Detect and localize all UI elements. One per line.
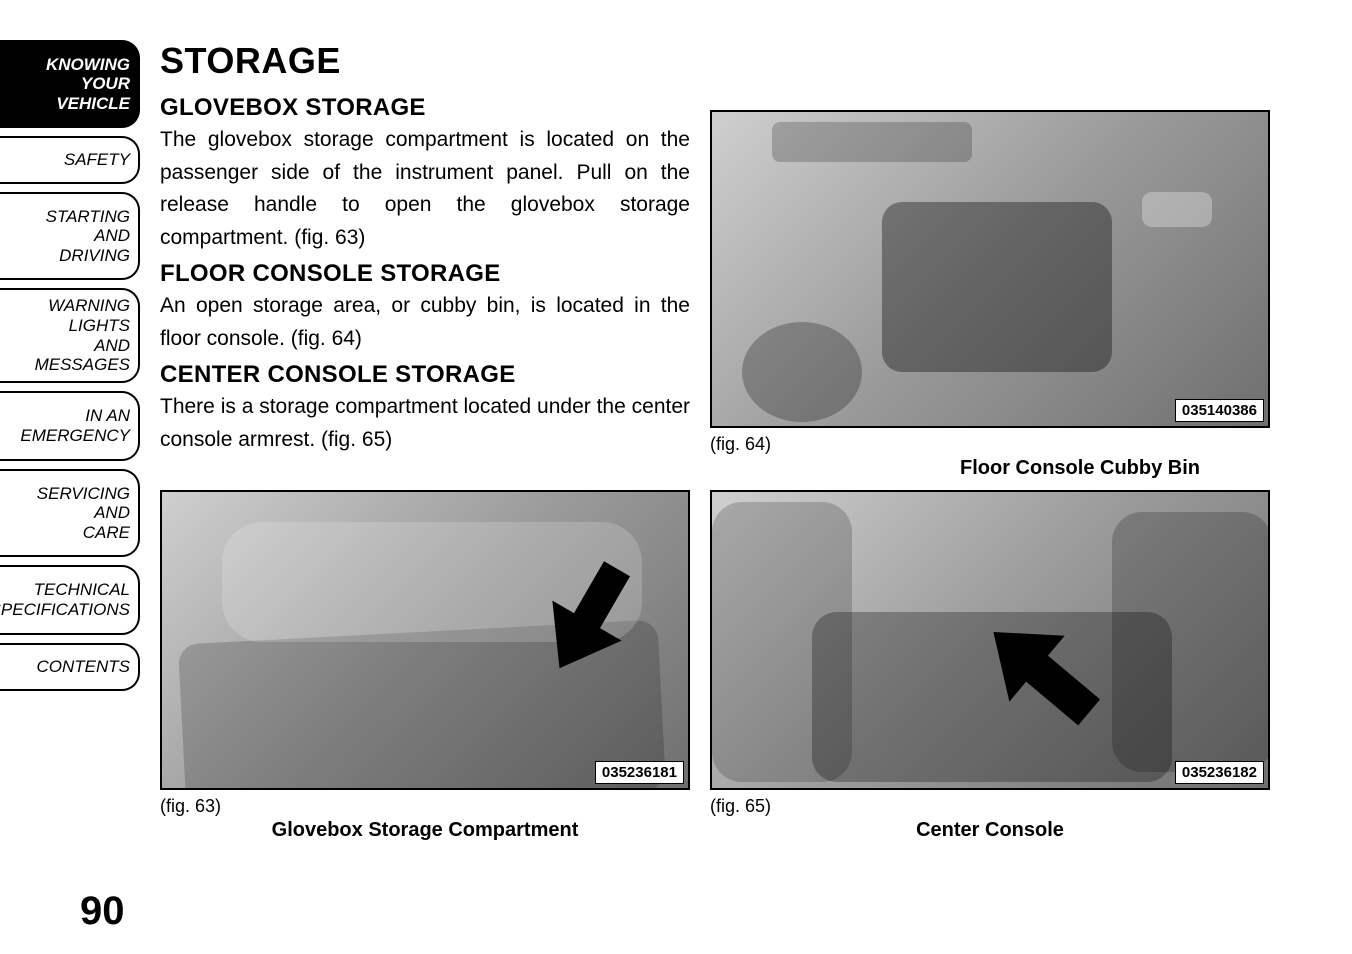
nav-tab-techspec[interactable]: TECHNICAL SPECIFICATIONS: [0, 565, 140, 635]
nav-tab-label: SERVICING AND CARE: [37, 484, 130, 543]
nav-tab-safety[interactable]: SAFETY: [0, 136, 140, 184]
figure-63-caption-number: (fig. 63): [160, 796, 690, 817]
nav-tab-emergency[interactable]: IN AN EMERGENCY: [0, 391, 140, 461]
nav-tab-starting[interactable]: STARTING AND DRIVING: [0, 192, 140, 280]
figure-63: 035236181 (fig. 63) Glovebox Storage Com…: [160, 490, 690, 842]
arrow-icon: [972, 602, 1122, 752]
nav-tab-servicing[interactable]: SERVICING AND CARE: [0, 469, 140, 557]
nav-tab-label: CONTENTS: [37, 657, 131, 677]
floor-heading: FLOOR CONSOLE STORAGE: [160, 260, 690, 288]
nav-tab-contents[interactable]: CONTENTS: [0, 643, 140, 691]
figure-65: 035236182 (fig. 65) Center Console: [710, 490, 1270, 842]
page: KNOWING YOUR VEHICLE SAFETY STARTING AND…: [0, 0, 1352, 954]
page-number: 90: [80, 889, 125, 934]
nav-tab-label: STARTING AND DRIVING: [46, 207, 130, 266]
figure-65-id: 035236182: [1175, 761, 1264, 784]
figure-63-image: 035236181: [160, 490, 690, 790]
center-paragraph: There is a storage compartment located u…: [160, 391, 690, 456]
glovebox-paragraph: The glovebox storage compartment is loca…: [160, 124, 690, 254]
figure-65-caption-number: (fig. 65): [710, 796, 1270, 817]
nav-tab-warning[interactable]: WARNING LIGHTS AND MESSAGES: [0, 288, 140, 383]
center-heading: CENTER CONSOLE STORAGE: [160, 361, 690, 389]
nav-tab-label: IN AN EMERGENCY: [20, 406, 130, 445]
nav-tab-label: SAFETY: [64, 150, 130, 170]
floor-paragraph: An open storage area, or cubby bin, is l…: [160, 290, 690, 355]
figure-64-id: 035140386: [1175, 399, 1264, 422]
nav-tab-label: TECHNICAL SPECIFICATIONS: [0, 580, 130, 619]
nav-tab-knowing[interactable]: KNOWING YOUR VEHICLE: [0, 40, 140, 128]
figure-63-caption-title: Glovebox Storage Compartment: [160, 819, 690, 842]
section-heading: STORAGE: [160, 40, 690, 82]
figure-64-image: 035140386: [710, 110, 1270, 428]
figure-63-id: 035236181: [595, 761, 684, 784]
nav-tab-label: WARNING LIGHTS AND MESSAGES: [35, 296, 130, 374]
figure-65-caption-title: Center Console: [710, 819, 1270, 842]
main-text-column: STORAGE GLOVEBOX STORAGE The glovebox st…: [160, 40, 690, 456]
nav-tab-label: KNOWING YOUR VEHICLE: [46, 55, 130, 114]
figure-65-image: 035236182: [710, 490, 1270, 790]
glovebox-heading: GLOVEBOX STORAGE: [160, 94, 690, 122]
figure-64-caption-number: (fig. 64): [710, 434, 1270, 455]
sidebar-nav: KNOWING YOUR VEHICLE SAFETY STARTING AND…: [0, 40, 140, 691]
figure-64-caption-title: Floor Console Cubby Bin: [710, 457, 1270, 480]
figure-64: 035140386 (fig. 64) Floor Console Cubby …: [710, 110, 1270, 480]
arrow-icon: [522, 542, 662, 682]
